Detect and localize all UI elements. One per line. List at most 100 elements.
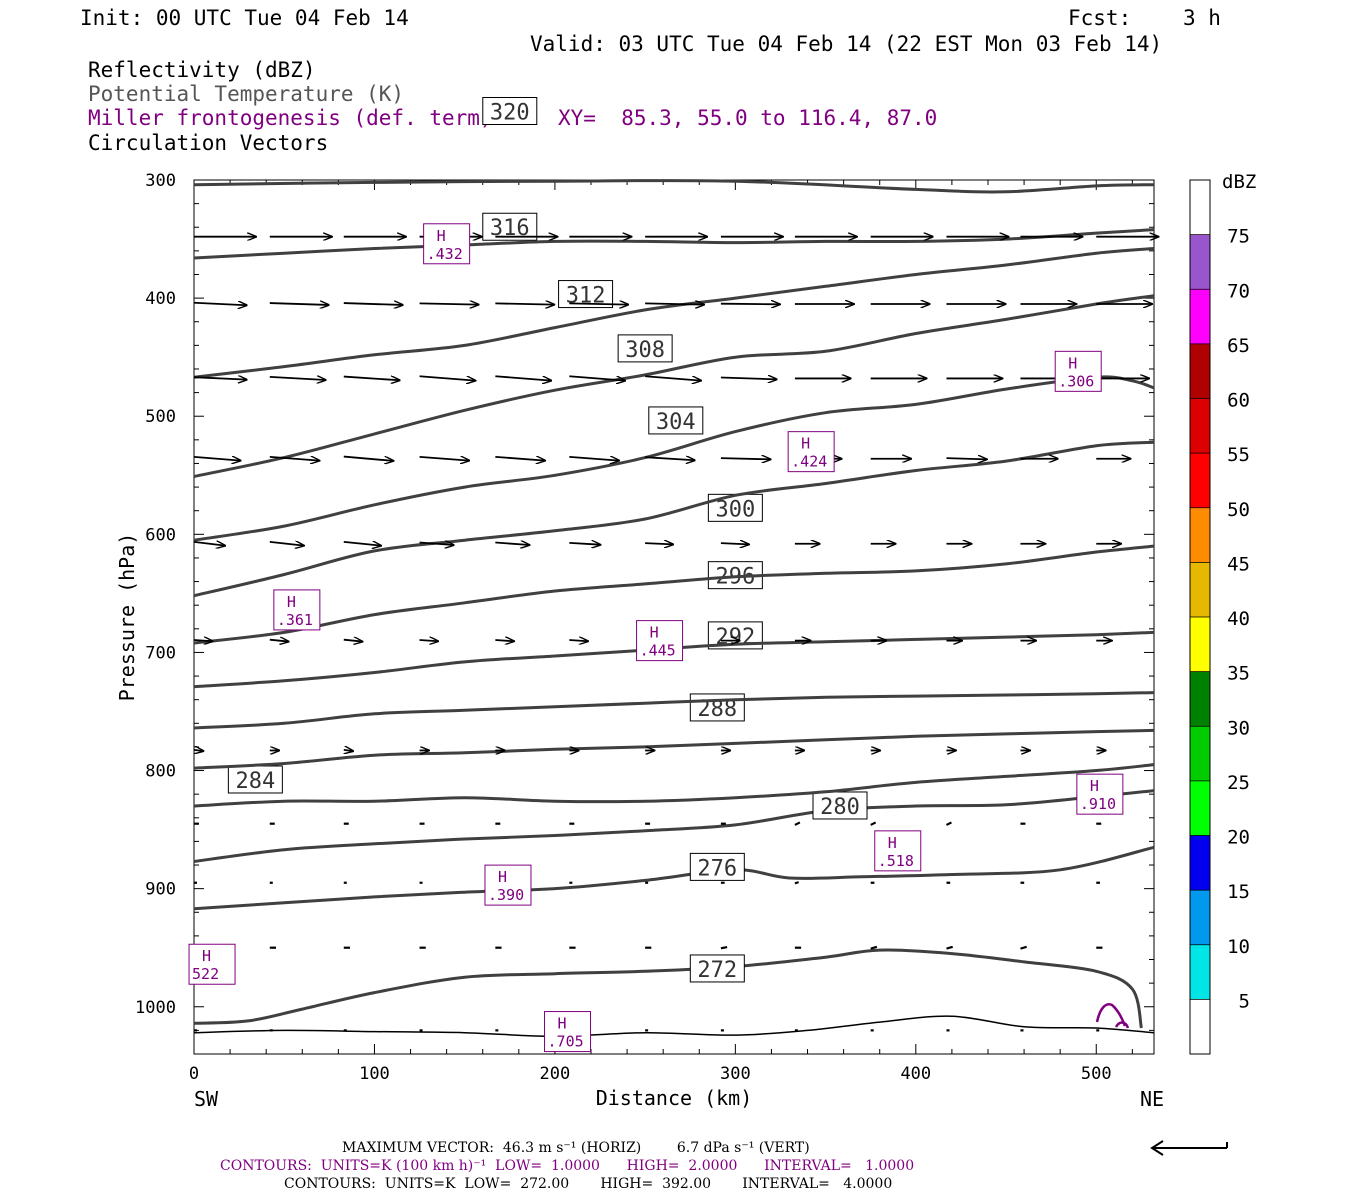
theta-label: 308 [625, 338, 665, 363]
x-tick-label: 100 [359, 1064, 390, 1084]
circulation-vector [193, 542, 225, 546]
circulation-vector [946, 945, 953, 950]
colorbar-band [1190, 562, 1210, 617]
circulation-vector [344, 750, 353, 751]
circulation-vector [343, 640, 363, 642]
circulation-vector [569, 543, 600, 545]
theta-label: 280 [820, 795, 860, 820]
axis-labels: Distance (km) Pressure (hPa) SW NE [115, 533, 1164, 1111]
circulation-vector [419, 375, 476, 380]
circulation-vector [945, 821, 952, 826]
theta-label: 300 [715, 497, 755, 522]
circulation-vector [720, 458, 771, 459]
circulation-vector [495, 543, 529, 545]
theta-contour [193, 294, 1155, 478]
colorbar-band [1190, 835, 1210, 891]
frontogenesis-max-value: .306 [1058, 372, 1094, 390]
colorbar-band [1190, 289, 1210, 344]
circulation-vector [419, 303, 479, 304]
circulation-vector [569, 457, 619, 461]
circulation-vector [495, 457, 545, 461]
y-axis-label: Pressure (hPa) [115, 533, 139, 702]
frontogenesis-max-value: .445 [640, 642, 676, 660]
frontogenesis-max-box [874, 830, 922, 872]
frontogenesis-max-tag: H [287, 593, 296, 611]
theta-contour [193, 247, 1155, 379]
theta-label: 276 [697, 856, 737, 881]
circulation-vector [645, 543, 673, 544]
circulation-vector [946, 458, 986, 459]
colorbar: 5 10 15 20 25 30 35 40 45 50 55 60 65 70 75 dBZ [1189, 171, 1256, 1055]
axis-ticks: 0 100 200 300 400 500 300 400 500 600 700 800 900 100… [135, 171, 1154, 1084]
circulation-vector [1020, 945, 1027, 950]
colorbar-band [1190, 453, 1210, 508]
x-tick-label: 300 [720, 1064, 751, 1084]
y-tick-label: 500 [145, 407, 176, 427]
init-label: Init: 00 UTC Tue 04 Feb 14 [80, 6, 409, 30]
frontogenesis-max-box [1076, 773, 1124, 815]
circulation-vector [720, 946, 728, 950]
circulation-vector [193, 640, 213, 641]
colorbar-unit: dBZ [1222, 171, 1256, 193]
theta-contour [193, 789, 1155, 863]
frontogenesis-max-box [636, 620, 684, 662]
colorbar-band [1190, 617, 1210, 672]
circulation-vector [269, 542, 304, 546]
field-xy: XY= 85.3, 55.0 to 116.4, 87.0 [558, 106, 938, 130]
y-tick-label: 400 [145, 289, 176, 309]
frontogenesis-max-box [484, 864, 532, 906]
frontogenesis-max-value: .910 [1080, 795, 1116, 813]
colorbar-band [1190, 507, 1210, 563]
valid-label: Valid: 03 UTC Tue 04 Feb 14 (22 EST Mon … [530, 32, 1163, 56]
colorbar-level-label: 30 [1227, 717, 1250, 739]
circulation-vector [495, 375, 551, 380]
field-vectors: Circulation Vectors [88, 131, 329, 155]
surface-line [193, 1015, 1155, 1038]
frontogenesis-max-tag: H [801, 435, 810, 453]
colorbar-level-label: 40 [1227, 608, 1250, 630]
frontogenesis-max-box [1054, 350, 1102, 392]
frontogenesis-max-tag: H [1090, 777, 1099, 795]
x-tick-label: 400 [900, 1064, 931, 1084]
theta-contour [193, 228, 1155, 260]
circulation-vector [870, 945, 878, 950]
colorbar-level-label: 10 [1227, 936, 1250, 958]
theta-label-box [689, 954, 745, 983]
frontogenesis-max-value: .518 [878, 852, 914, 870]
field-theta: Potential Temperature (K) [88, 82, 405, 106]
theta-label-box [227, 765, 283, 794]
circulation-vectors [193, 237, 1158, 1032]
frontogenesis-max-tag: H [1068, 354, 1077, 372]
frontogenesis-small-contour [1095, 1003, 1127, 1027]
frontogenesis-max-value: .390 [488, 886, 524, 904]
colorbar-band [1190, 944, 1210, 1000]
x-tick-label: 0 [189, 1064, 199, 1084]
colorbar-level-label: 70 [1227, 280, 1250, 302]
footer-contours-theta: CONTOURS: UNITS=K LOW= 272.00 HIGH= 392.… [284, 1176, 893, 1192]
theta-label: 284 [235, 769, 275, 794]
field-miller: Miller frontogenesis (def. term) [88, 106, 493, 130]
colorbar-level-label: 35 [1227, 663, 1250, 685]
theta-label-box [648, 406, 704, 435]
circulation-vector [720, 543, 749, 544]
frontogenesis-maxima: H.432H.306H.424H.361H.445H.910H.518H.390… [188, 223, 1124, 1053]
colorbar-level-label: 25 [1227, 772, 1250, 794]
circulation-vector [569, 640, 588, 641]
theta-label-box [689, 852, 745, 881]
theta-contour [193, 948, 1143, 1029]
colorbar-band [1190, 180, 1210, 235]
theta-contour [193, 845, 1155, 911]
circulation-vector [569, 303, 628, 304]
circulation-vector [193, 457, 241, 461]
circulation-vector [193, 303, 247, 305]
circulation-vector [194, 750, 203, 751]
frontogenesis-max-value: .705 [548, 1033, 584, 1051]
circulation-vector [645, 375, 701, 380]
fcst-value: 3 h [1183, 6, 1221, 30]
frontogenesis-max-tag: H [650, 624, 659, 642]
y-tick-label: 900 [145, 880, 176, 900]
circulation-vector [343, 455, 394, 461]
theta-label: 304 [656, 410, 696, 435]
y-tick-label: 600 [145, 525, 176, 545]
footer-contours-miller: CONTOURS: UNITS=K (100 km h)⁻¹ LOW= 1.00… [220, 1158, 915, 1174]
